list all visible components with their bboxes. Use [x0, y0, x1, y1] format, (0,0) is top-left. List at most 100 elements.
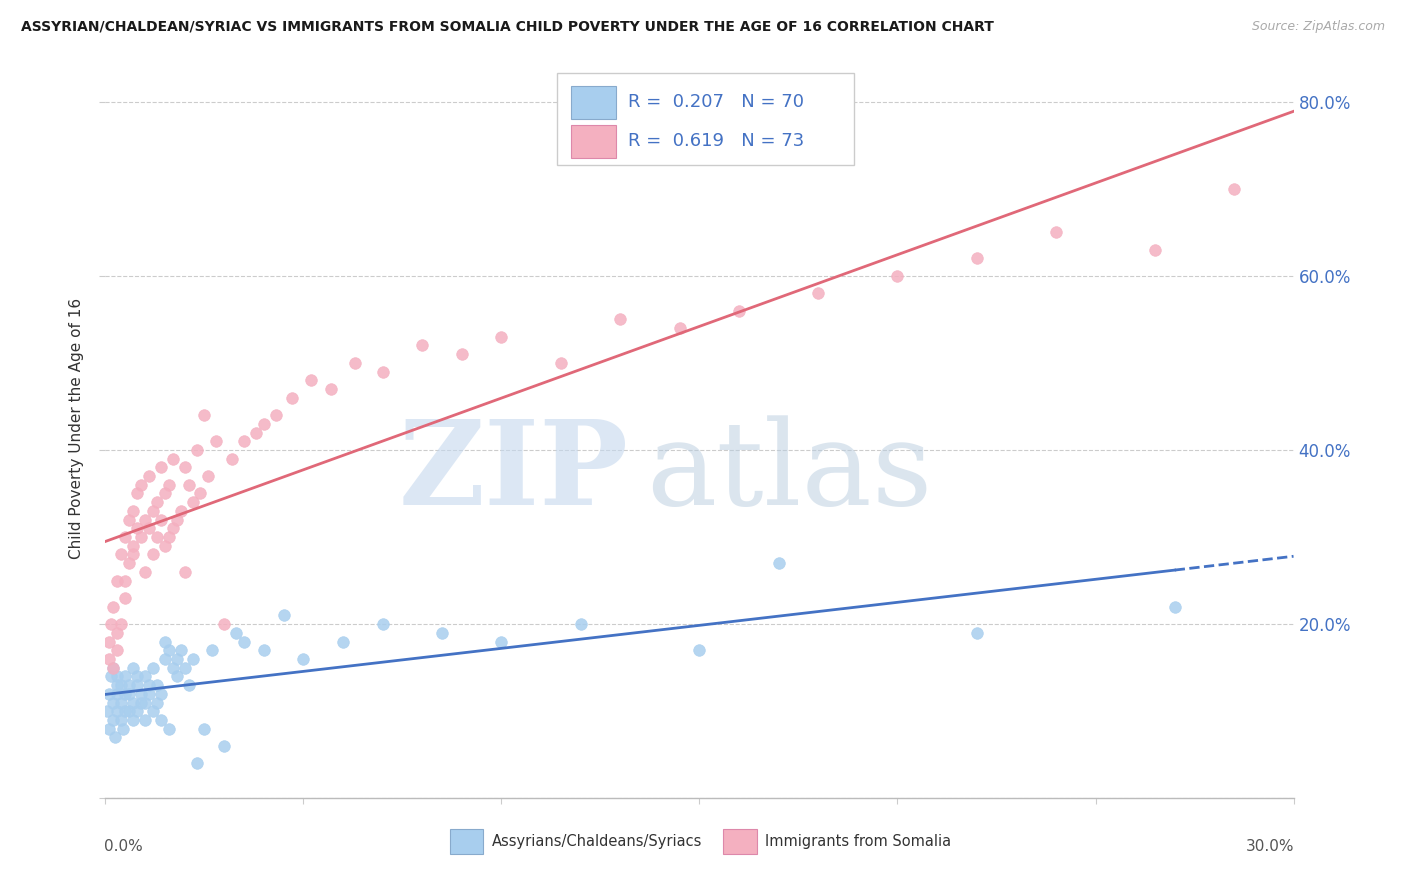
- Text: R =  0.619   N = 73: R = 0.619 N = 73: [628, 132, 804, 150]
- Point: [142, 661, 165, 675]
- Point: [166, 513, 188, 527]
- Point: [668, 321, 690, 335]
- Point: [966, 252, 988, 266]
- Point: [138, 687, 160, 701]
- Point: [332, 634, 354, 648]
- Point: [105, 643, 128, 657]
- Point: [162, 521, 184, 535]
- Point: [103, 661, 125, 675]
- Point: [1223, 181, 1246, 195]
- Point: [146, 696, 169, 710]
- Point: [122, 504, 145, 518]
- Point: [149, 687, 172, 701]
- Point: [110, 548, 132, 562]
- Point: [153, 634, 176, 648]
- Text: ASSYRIAN/CHALDEAN/SYRIAC VS IMMIGRANTS FROM SOMALIA CHILD POVERTY UNDER THE AGE : ASSYRIAN/CHALDEAN/SYRIAC VS IMMIGRANTS F…: [21, 20, 994, 34]
- Point: [127, 669, 149, 683]
- FancyBboxPatch shape: [557, 73, 853, 165]
- Point: [292, 652, 315, 666]
- Point: [122, 661, 145, 675]
- Point: [105, 704, 128, 718]
- Point: [114, 574, 136, 588]
- Point: [142, 548, 165, 562]
- Point: [193, 722, 215, 736]
- Point: [1164, 599, 1187, 614]
- Point: [118, 678, 141, 692]
- Point: [122, 696, 145, 710]
- Point: [886, 268, 908, 283]
- Point: [122, 713, 145, 727]
- Point: [321, 382, 343, 396]
- Point: [153, 486, 176, 500]
- Point: [181, 652, 204, 666]
- Point: [430, 625, 453, 640]
- Point: [134, 513, 156, 527]
- Text: Source: ZipAtlas.com: Source: ZipAtlas.com: [1251, 20, 1385, 33]
- Point: [190, 486, 212, 500]
- Point: [127, 678, 149, 692]
- Point: [104, 731, 127, 745]
- Point: [103, 661, 125, 675]
- Point: [98, 652, 121, 666]
- Point: [153, 539, 176, 553]
- Point: [100, 669, 122, 683]
- Point: [105, 687, 128, 701]
- Point: [110, 713, 132, 727]
- Point: [122, 539, 145, 553]
- Point: [103, 599, 125, 614]
- Y-axis label: Child Poverty Under the Age of 16: Child Poverty Under the Age of 16: [69, 298, 84, 558]
- Text: Assyrians/Chaldeans/Syriacs: Assyrians/Chaldeans/Syriacs: [492, 834, 702, 849]
- Point: [110, 678, 132, 692]
- Point: [491, 634, 513, 648]
- Point: [177, 477, 200, 491]
- Point: [173, 661, 195, 675]
- Point: [491, 329, 513, 343]
- Point: [134, 696, 156, 710]
- Point: [280, 391, 302, 405]
- Bar: [450, 830, 484, 854]
- Point: [609, 312, 631, 326]
- Bar: [723, 830, 756, 854]
- Point: [371, 365, 394, 379]
- Point: [114, 687, 136, 701]
- Point: [105, 625, 128, 640]
- Point: [114, 704, 136, 718]
- Point: [149, 513, 172, 527]
- Point: [146, 530, 169, 544]
- Point: [273, 608, 295, 623]
- Point: [118, 704, 141, 718]
- Point: [110, 696, 132, 710]
- Point: [127, 704, 149, 718]
- Point: [129, 687, 152, 701]
- Point: [134, 565, 156, 579]
- Text: ZIP: ZIP: [398, 415, 628, 530]
- Point: [225, 625, 247, 640]
- Point: [146, 495, 169, 509]
- Text: Immigrants from Somalia: Immigrants from Somalia: [765, 834, 950, 849]
- Point: [146, 678, 169, 692]
- Point: [98, 687, 121, 701]
- Point: [98, 722, 121, 736]
- Point: [114, 591, 136, 605]
- Text: atlas: atlas: [645, 415, 932, 530]
- Point: [170, 504, 193, 518]
- Point: [807, 286, 830, 301]
- Point: [688, 643, 710, 657]
- Point: [173, 460, 195, 475]
- Point: [142, 704, 165, 718]
- Point: [129, 477, 152, 491]
- Point: [550, 356, 572, 370]
- Point: [110, 617, 132, 632]
- Point: [118, 687, 141, 701]
- Point: [105, 678, 128, 692]
- Point: [181, 495, 204, 509]
- Text: 0.0%: 0.0%: [104, 839, 143, 854]
- Point: [103, 713, 125, 727]
- Point: [233, 434, 256, 449]
- Point: [299, 373, 322, 387]
- Point: [127, 486, 149, 500]
- Point: [162, 451, 184, 466]
- Point: [201, 643, 224, 657]
- Point: [138, 521, 160, 535]
- Bar: [571, 87, 616, 120]
